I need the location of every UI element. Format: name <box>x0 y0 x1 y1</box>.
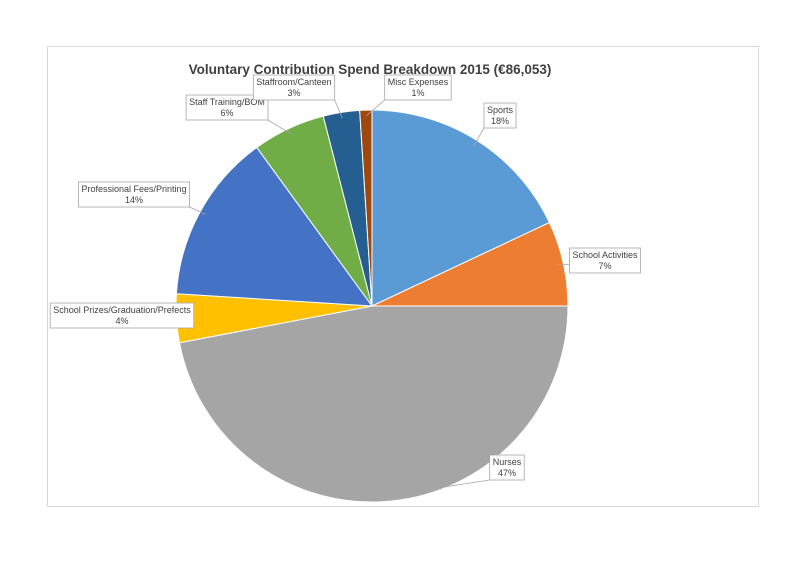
callout-box <box>489 454 525 481</box>
pie-chart: Voluntary Contribution Spend Breakdown 2… <box>49 62 641 503</box>
slice-label-pct: 7% <box>598 261 611 271</box>
leader-line <box>189 206 206 215</box>
slice-label-pct: 1% <box>411 88 424 98</box>
callout-box <box>49 302 195 329</box>
slice-label-name: Staff Training/BOM <box>189 97 265 107</box>
leader-line <box>267 119 292 135</box>
slice-label-name: School Activities <box>572 250 638 260</box>
chart-frame: Voluntary Contribution Spend Breakdown 2… <box>47 46 759 507</box>
leader-line <box>365 99 385 117</box>
slice-label-name: Misc Expenses <box>388 77 449 87</box>
slice-label-name: Professional Fees/Printing <box>81 184 186 194</box>
chart-title: Voluntary Contribution Spend Breakdown 2… <box>189 62 552 77</box>
slice-label-pct: 18% <box>491 116 509 126</box>
slice-label-name: Sports <box>487 105 514 115</box>
leader-line <box>389 479 490 496</box>
slice-label-pct: 3% <box>287 88 300 98</box>
pie-slices <box>175 109 569 503</box>
pie-slice-nurses <box>178 305 569 503</box>
callout-box <box>569 247 641 274</box>
callout-box <box>78 181 190 208</box>
slice-label-pct: 4% <box>115 316 128 326</box>
slice-label-pct: 47% <box>498 468 516 478</box>
pie-slice-misc-expenses <box>359 109 373 307</box>
callout-box <box>384 74 452 101</box>
leader-line <box>473 127 485 146</box>
leader-line <box>334 99 343 119</box>
slice-label-name: School Prizes/Graduation/Prefects <box>53 305 191 315</box>
slice-label-pct: 6% <box>220 108 233 118</box>
slice-label-name: Nurses <box>493 457 522 467</box>
callout-box <box>483 102 517 129</box>
callout-box <box>252 74 336 101</box>
slice-label-pct: 14% <box>125 195 143 205</box>
slice-label-name: Staffroom/Canteen <box>256 77 331 87</box>
